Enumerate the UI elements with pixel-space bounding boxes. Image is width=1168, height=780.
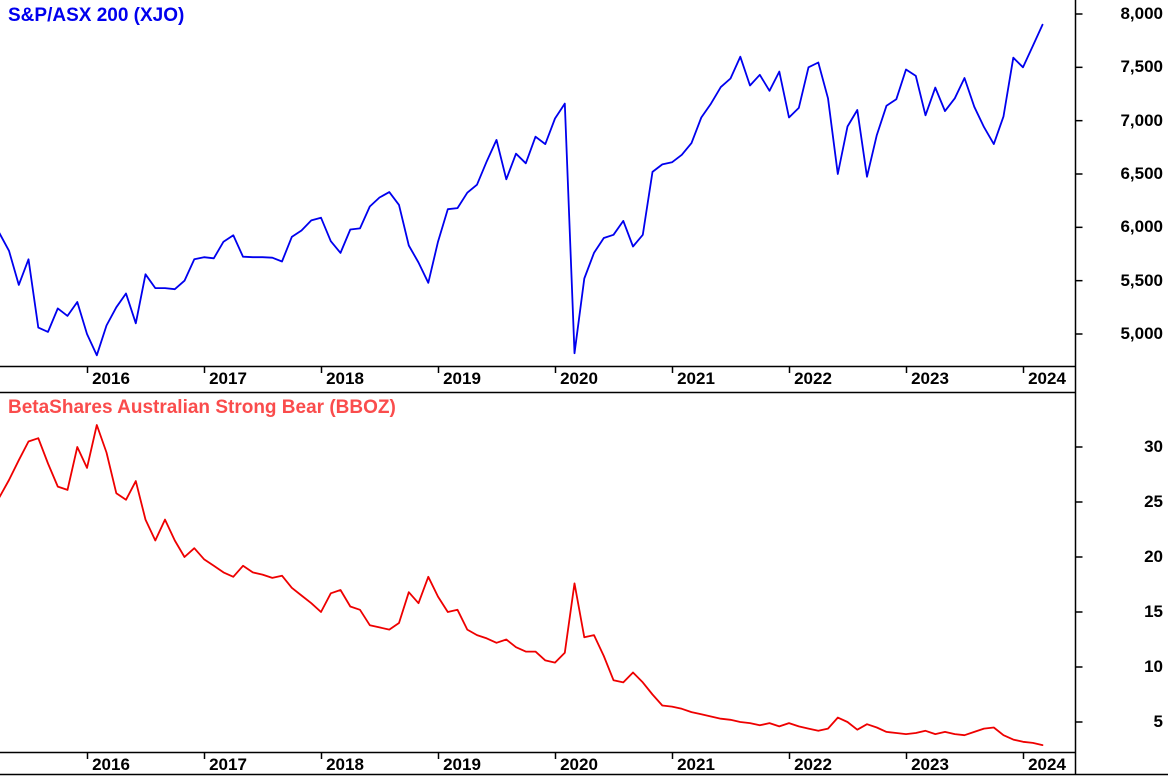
y-tick-label: 5 — [1153, 712, 1163, 731]
y-tick-label: 6,500 — [1120, 164, 1163, 183]
x-tick-label: 2021 — [677, 755, 715, 774]
y-tick-label: 7,000 — [1120, 110, 1163, 130]
bottom-chart-title: BetaShares Australian Strong Bear (BBOZ) — [8, 397, 396, 418]
y-tick-label: 20 — [1144, 547, 1163, 566]
y-tick-label: 8,000 — [1120, 4, 1163, 23]
x-tick-label: 2024 — [1028, 755, 1066, 774]
x-tick-label: 2019 — [443, 369, 481, 388]
y-tick-label: 7,500 — [1120, 57, 1163, 77]
x-tick-label: 2022 — [794, 369, 832, 388]
y-tick-label: 25 — [1144, 492, 1163, 511]
x-tick-label: 2019 — [443, 755, 481, 774]
y-tick-label: 5,000 — [1120, 324, 1163, 343]
x-tick-label: 2016 — [92, 755, 130, 774]
y-tick-label: 30 — [1144, 437, 1163, 456]
x-tick-label: 2021 — [677, 369, 715, 388]
bboz-price-line — [0, 424, 1044, 746]
x-tick-label: 2023 — [911, 755, 949, 774]
x-tick-label: 2017 — [209, 755, 247, 774]
y-tick-label: 6,000 — [1120, 217, 1163, 237]
x-tick-label: 2020 — [560, 755, 598, 774]
y-tick-label: 15 — [1144, 602, 1163, 621]
x-tick-label: 2023 — [911, 369, 949, 388]
xjo-price-line — [0, 23, 1044, 357]
x-tick-label: 2022 — [794, 755, 832, 774]
top-chart-title: S&P/ASX 200 (XJO) — [8, 5, 185, 26]
x-tick-label: 2016 — [92, 369, 130, 388]
y-tick-label: 5,500 — [1120, 270, 1163, 290]
x-tick-label: 2020 — [560, 369, 598, 388]
x-tick-label: 2018 — [326, 755, 364, 774]
y-tick-label: 10 — [1144, 657, 1163, 676]
x-tick-label: 2017 — [209, 369, 247, 388]
x-tick-label: 2018 — [326, 369, 364, 388]
x-tick-label: 2024 — [1028, 369, 1066, 388]
